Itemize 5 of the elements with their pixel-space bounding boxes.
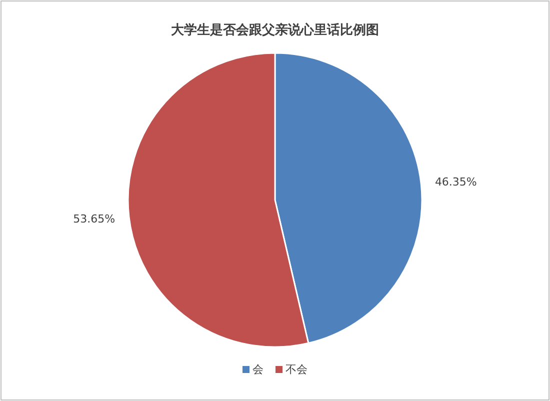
data-label: 53.65% (73, 212, 116, 226)
legend-label: 不会 (286, 363, 308, 376)
data-label: 46.35% (434, 176, 477, 189)
chart-title: 大学生是否会跟父亲说心里话比例图 (171, 22, 379, 38)
legend-label: 会 (252, 363, 264, 376)
